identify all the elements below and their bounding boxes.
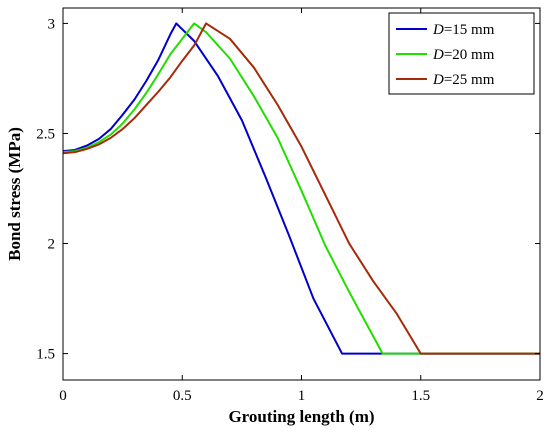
y-tick-label: 1.5: [36, 347, 55, 363]
x-tick-label: 1.5: [411, 388, 430, 404]
legend: D=15 mmD=20 mmD=25 mm: [388, 12, 535, 95]
y-tick-label: 2.5: [36, 126, 55, 142]
legend-box: [388, 12, 535, 95]
legend-label-3: D=25 mm: [432, 72, 495, 88]
x-tick-label: 1: [298, 388, 306, 404]
x-tick-label: 0.5: [173, 388, 192, 404]
legend-label-variable: D: [432, 72, 444, 88]
legend-label-1: D=15 mm: [432, 22, 495, 38]
y-tick-label: 2: [48, 237, 56, 253]
legend-label-value: =25 mm: [444, 72, 495, 88]
axes: 0 0.5 1 1.5 2 1.5 2 2.5 3: [36, 7, 544, 404]
y-tick-label: 3: [48, 16, 56, 32]
legend-label-value: =15 mm: [444, 22, 495, 38]
legend-label-variable: D: [432, 47, 444, 63]
series-line-3: [63, 22, 540, 355]
x-tick-label: 0: [59, 388, 67, 404]
series-line-1: [63, 22, 540, 355]
x-tick-label: 2: [536, 388, 544, 404]
legend-label-2: D=20 mm: [432, 47, 495, 63]
y-axis-label: Bond stress (MPa): [5, 127, 24, 261]
x-axis-label: Grouting length (m): [228, 407, 374, 426]
legend-label-value: =20 mm: [444, 47, 495, 63]
legend-label-variable: D: [432, 22, 444, 38]
series-line-2: [63, 22, 540, 355]
